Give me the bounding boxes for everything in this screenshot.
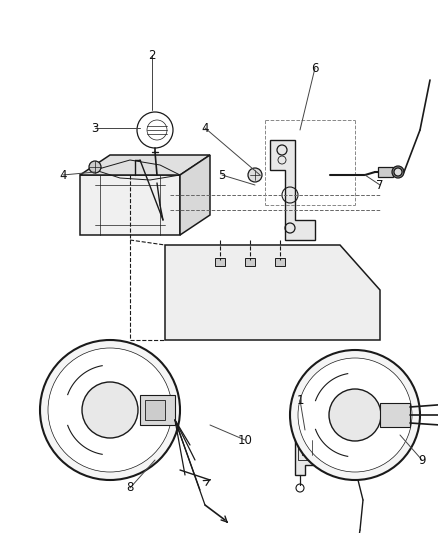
Text: 6: 6 [311, 61, 318, 75]
Polygon shape [165, 245, 379, 340]
Polygon shape [180, 155, 209, 235]
Circle shape [48, 348, 172, 472]
Text: 9: 9 [417, 454, 425, 466]
Text: 8: 8 [126, 481, 134, 495]
Text: 10: 10 [237, 433, 252, 447]
Bar [377, 167, 392, 177]
Text: 3: 3 [91, 122, 99, 134]
Circle shape [393, 168, 401, 176]
Bar [301, 440, 321, 455]
Text: 2: 2 [148, 49, 155, 61]
Bar [145, 400, 165, 420]
Circle shape [290, 350, 419, 480]
Bar [244, 258, 254, 266]
Circle shape [152, 173, 162, 183]
Circle shape [328, 389, 380, 441]
Polygon shape [269, 140, 314, 240]
Text: 5: 5 [218, 168, 225, 182]
Circle shape [247, 168, 261, 182]
Bar [297, 435, 325, 460]
Text: 7: 7 [375, 179, 383, 191]
Text: 1: 1 [296, 393, 303, 407]
Text: 4: 4 [59, 168, 67, 182]
Circle shape [89, 161, 101, 173]
Bar [140, 395, 175, 425]
Bar [379, 403, 409, 427]
Circle shape [82, 382, 138, 438]
Polygon shape [80, 175, 180, 235]
Polygon shape [294, 430, 329, 475]
Polygon shape [80, 155, 209, 175]
Circle shape [297, 358, 411, 472]
Bar [274, 258, 284, 266]
Text: 4: 4 [201, 122, 208, 134]
Circle shape [40, 340, 180, 480]
Bar [215, 258, 225, 266]
Circle shape [391, 166, 403, 178]
